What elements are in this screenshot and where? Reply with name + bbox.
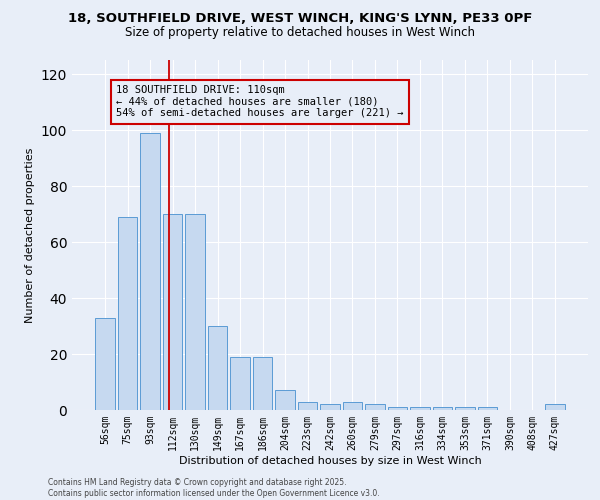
Text: Size of property relative to detached houses in West Winch: Size of property relative to detached ho…	[125, 26, 475, 39]
Bar	[478, 407, 497, 410]
Bar	[343, 402, 362, 410]
Bar	[230, 357, 250, 410]
Bar	[410, 407, 430, 410]
Bar	[388, 407, 407, 410]
Bar	[208, 326, 227, 410]
Bar	[455, 407, 475, 410]
Bar	[185, 214, 205, 410]
Bar	[433, 407, 452, 410]
Bar	[365, 404, 385, 410]
Bar	[118, 217, 137, 410]
Bar	[95, 318, 115, 410]
Bar	[253, 357, 272, 410]
Bar	[545, 404, 565, 410]
Bar	[275, 390, 295, 410]
Bar	[163, 214, 182, 410]
Bar	[298, 402, 317, 410]
X-axis label: Distribution of detached houses by size in West Winch: Distribution of detached houses by size …	[179, 456, 481, 466]
Text: 18, SOUTHFIELD DRIVE, WEST WINCH, KING'S LYNN, PE33 0PF: 18, SOUTHFIELD DRIVE, WEST WINCH, KING'S…	[68, 12, 532, 26]
Y-axis label: Number of detached properties: Number of detached properties	[25, 148, 35, 322]
Bar	[140, 133, 160, 410]
Bar	[320, 404, 340, 410]
Text: 18 SOUTHFIELD DRIVE: 110sqm
← 44% of detached houses are smaller (180)
54% of se: 18 SOUTHFIELD DRIVE: 110sqm ← 44% of det…	[116, 85, 404, 118]
Text: Contains HM Land Registry data © Crown copyright and database right 2025.
Contai: Contains HM Land Registry data © Crown c…	[48, 478, 380, 498]
